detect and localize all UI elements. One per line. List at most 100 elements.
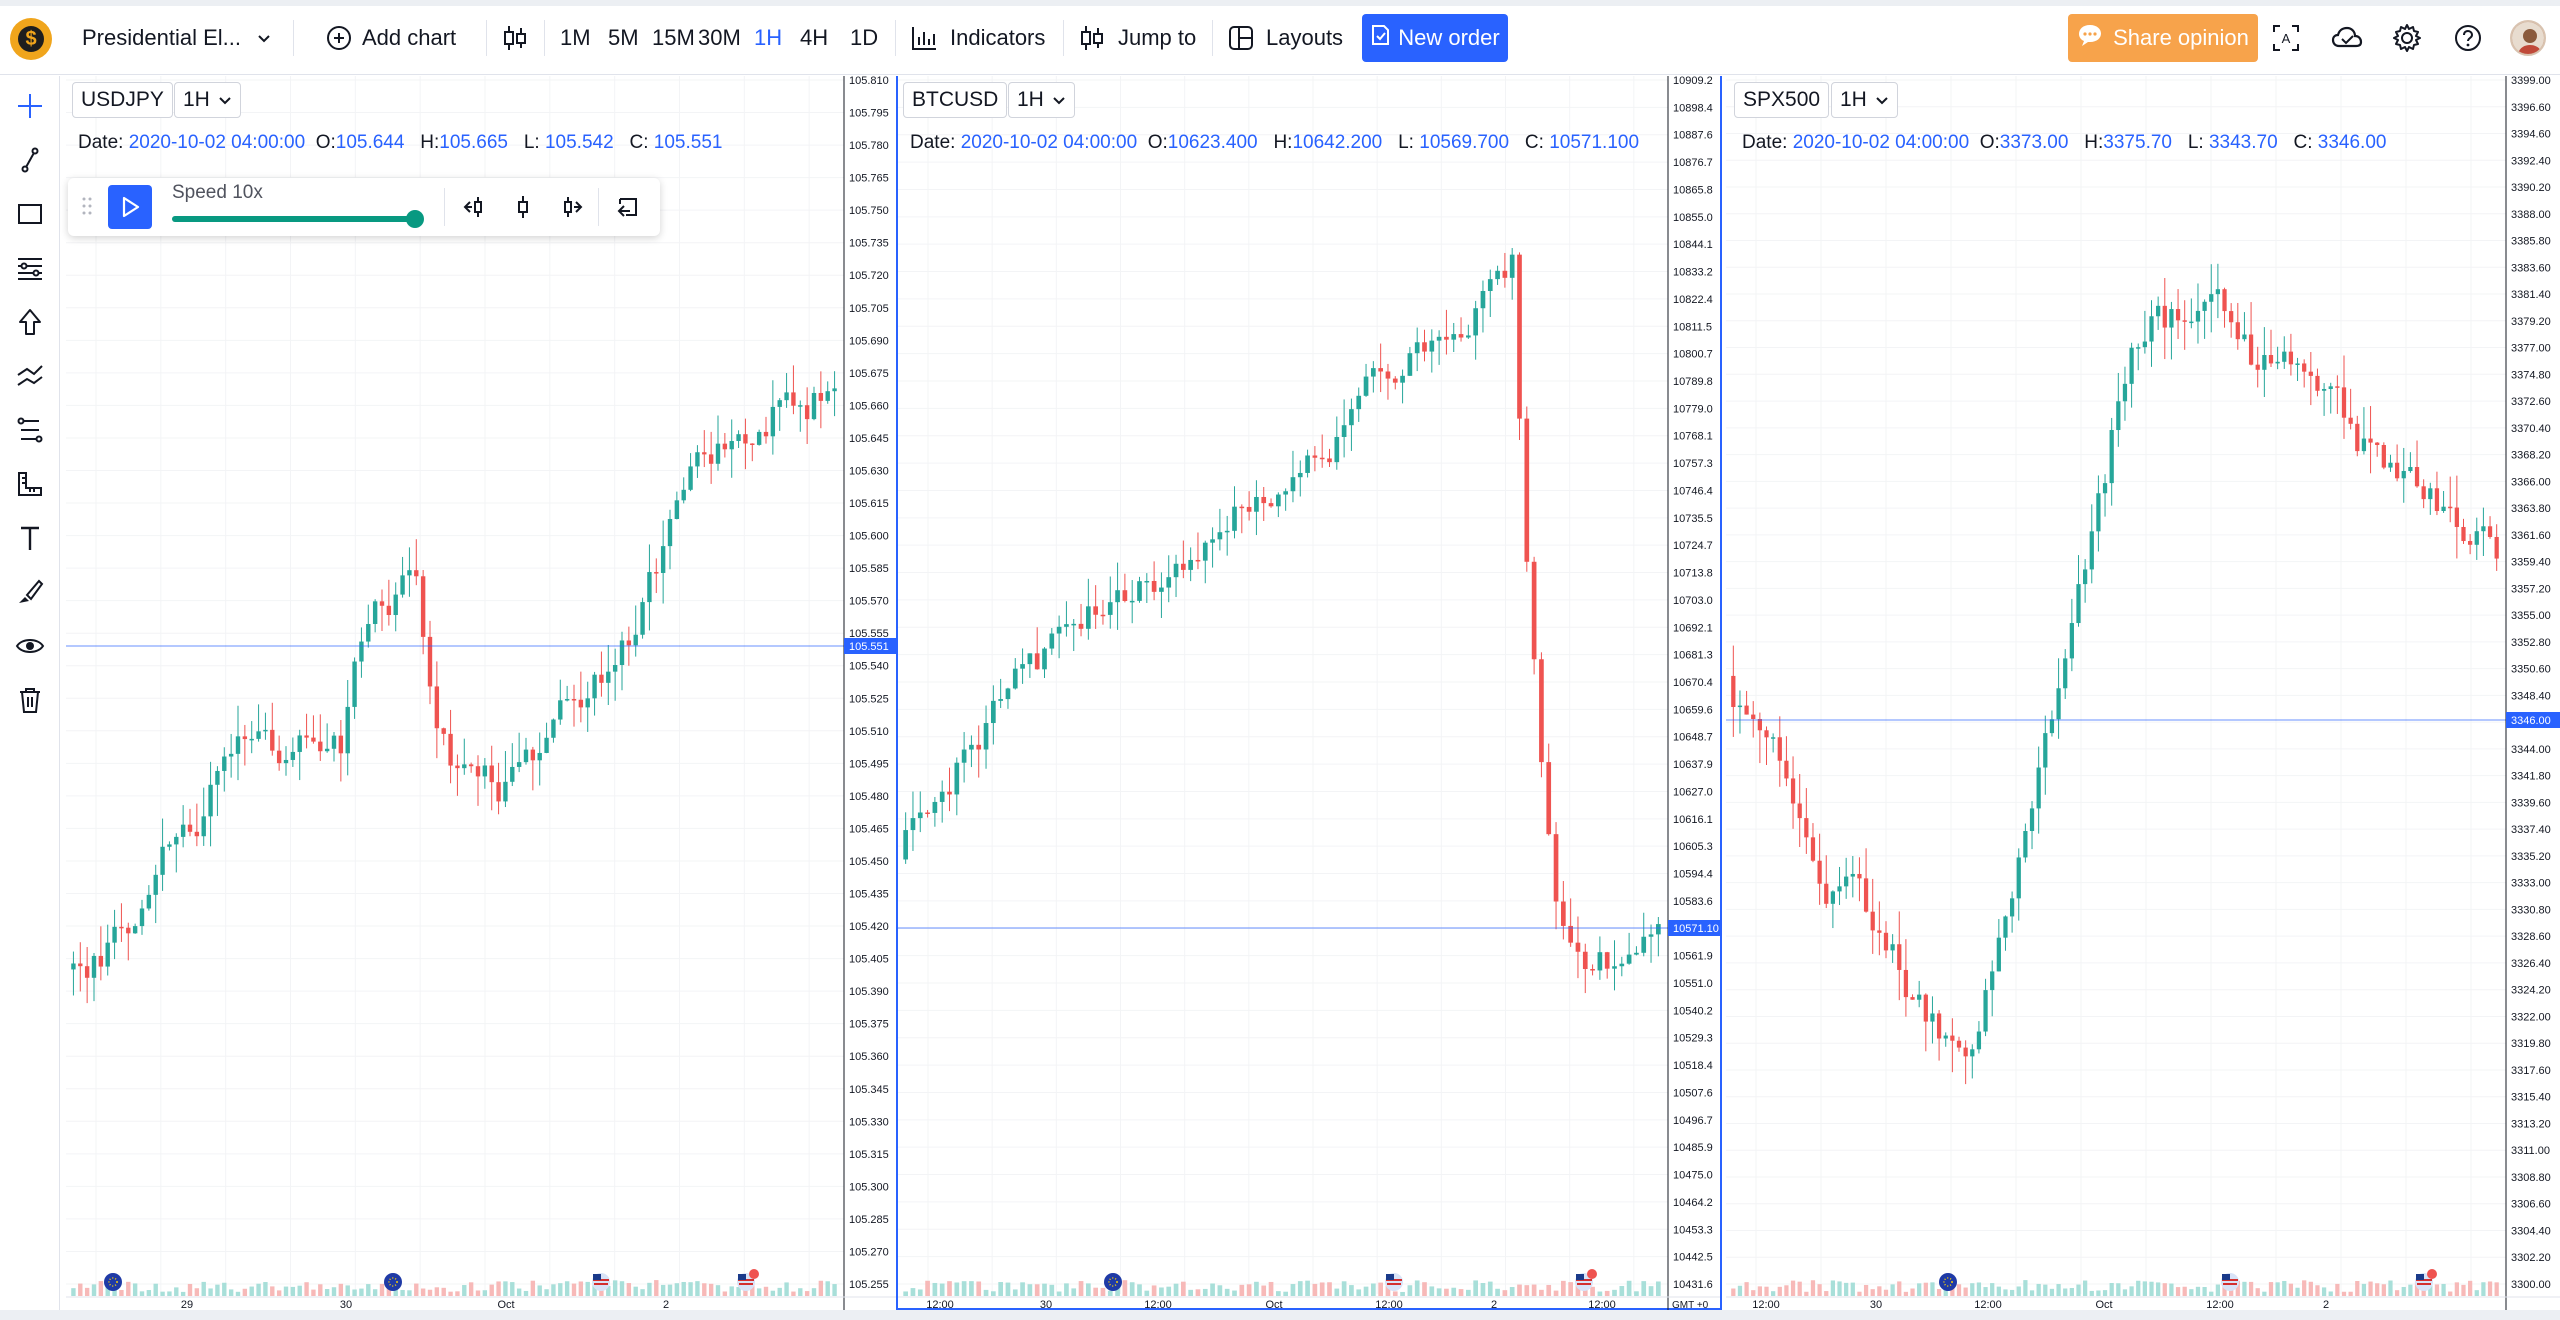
candle [818,371,824,429]
volume-bar [263,1282,268,1296]
arrow-up-icon[interactable] [10,302,50,342]
symbol-selector[interactable]: BTCUSD [903,82,1008,118]
measure-lines-icon[interactable] [10,410,50,450]
trash-icon[interactable] [10,680,50,720]
exit-replay-icon[interactable] [616,194,642,220]
us-flag-event-icon[interactable] [1385,1273,1403,1291]
jump-to-button[interactable]: Jump to [1078,14,1196,62]
interval-15m[interactable]: 15M [652,25,695,50]
candle [1784,736,1789,787]
eu-flag-event-icon[interactable] [384,1273,402,1291]
interval-selector[interactable]: 1H [1831,82,1898,118]
volume-bar [1341,1281,1347,1296]
candle [1970,1044,1975,1079]
volume-bar [1568,1282,1573,1296]
text-icon[interactable] [10,518,50,558]
last-price-label: 105.551 [849,641,889,653]
candle [1731,645,1736,737]
speed-slider-knob[interactable] [405,210,424,228]
share-opinion-button[interactable]: Share opinion [2068,14,2258,62]
interval-selector[interactable]: 1H [1008,82,1075,118]
volume-bar [1502,1290,1508,1296]
us-flag-event-icon[interactable] [1575,1269,1597,1291]
volume-bar [2016,1286,2021,1296]
candlestick-chart[interactable]: 3399.00 3396.60 3394.60 3392.40 3390.20 3388.… [1726,76,2560,1310]
chart-pane-spx500[interactable]: 3399.00 3396.60 3394.60 3392.40 3390.20 3388.… [1726,76,2560,1310]
chart-pane-usdjpy[interactable]: 105.810 105.795 105.780 105.765 105.750 105.7… [66,76,896,1310]
add-chart-button[interactable]: Add chart [326,14,456,62]
volume-bar [1334,1288,1340,1296]
candle [811,386,817,421]
us-flag-event-icon[interactable] [592,1273,610,1291]
eu-flag-event-icon[interactable] [104,1273,122,1291]
cloud-icon[interactable] [2329,20,2365,56]
interval-1m[interactable]: 1M [560,25,591,50]
candle [2302,359,2307,388]
candle [551,718,556,743]
crosshair-icon[interactable] [10,86,50,126]
volume-bar [2341,1291,2347,1296]
symbol-selector[interactable]: SPX500 [1734,82,1830,118]
eye-icon[interactable] [10,626,50,666]
logo-icon[interactable]: $ [10,18,52,60]
us-flag-event-icon[interactable] [2221,1273,2239,1291]
candle [119,903,124,942]
camera-icon[interactable]: A [2268,20,2304,56]
candle [537,732,542,786]
volume-bar [722,1291,728,1296]
symbol-selector[interactable]: USDJPY [72,82,173,118]
speed-slider[interactable] [172,210,424,228]
chart-pane-btcusd[interactable]: 10909.2 10898.4 10887.6 10876.7 10865.8 10855… [896,76,1722,1310]
ruler-icon[interactable] [10,464,50,504]
volume-bar [1137,1284,1142,1296]
interval-1h[interactable]: 1H [754,25,783,50]
help-icon[interactable] [2450,20,2486,56]
interval-selector[interactable]: 1H [174,82,241,118]
candlestick-chart[interactable]: 10909.2 10898.4 10887.6 10876.7 10865.8 10855… [898,76,1720,1310]
candle-type-icon[interactable] [502,14,528,62]
candle-select-icon[interactable] [510,194,536,220]
price-tick-label: 10561.9 [1673,951,1713,963]
us-flag-event-icon[interactable] [737,1269,759,1291]
eu-flag-event-icon[interactable] [1939,1273,1957,1291]
layouts-button[interactable]: Layouts [1228,14,1343,62]
step-back-icon[interactable] [460,194,488,220]
trend-line-icon[interactable] [10,140,50,180]
play-button[interactable] [108,185,152,229]
new-order-button[interactable]: New order [1362,14,1508,62]
candle [1429,329,1435,373]
step-forward-icon[interactable] [558,194,586,220]
avatar[interactable] [2510,20,2546,56]
candle [1217,508,1223,551]
interval-5m[interactable]: 5M [608,25,639,50]
candle [2474,517,2479,560]
volume-bar [290,1286,296,1296]
volume-bar [2029,1290,2035,1296]
price-tick-label: 3392.40 [2511,155,2551,167]
pattern-icon[interactable] [10,356,50,396]
fib-icon[interactable] [10,248,50,288]
time-tick-label: 30 [1870,1299,1882,1310]
interval-4h[interactable]: 4H [800,25,829,50]
indicators-button[interactable]: Indicators [910,14,1045,62]
drag-handle-icon[interactable] [82,196,92,216]
price-tick-label: 10464.2 [1673,1197,1713,1209]
rectangle-icon[interactable] [10,194,50,234]
layout-selector[interactable]: Presidential El... [82,14,273,62]
candle [2388,454,2393,472]
candle [194,803,200,847]
interval-30m[interactable]: 30M [698,25,741,50]
interval-1d[interactable]: 1D [850,25,879,50]
volume-bar [1744,1282,1749,1296]
gear-icon[interactable] [2389,20,2425,56]
volume-bar [1656,1281,1661,1296]
candle [1996,919,2001,972]
brush-icon[interactable] [10,572,50,612]
eu-flag-event-icon[interactable] [1104,1273,1122,1291]
volume-bar [1870,1289,1875,1296]
candlestick-chart[interactable]: 105.810 105.795 105.780 105.765 105.750 105.7… [66,76,896,1310]
us-flag-event-icon[interactable] [2415,1269,2437,1291]
volume-bar [991,1291,996,1296]
candle [290,737,296,767]
price-tick-label: 3383.60 [2511,262,2551,274]
